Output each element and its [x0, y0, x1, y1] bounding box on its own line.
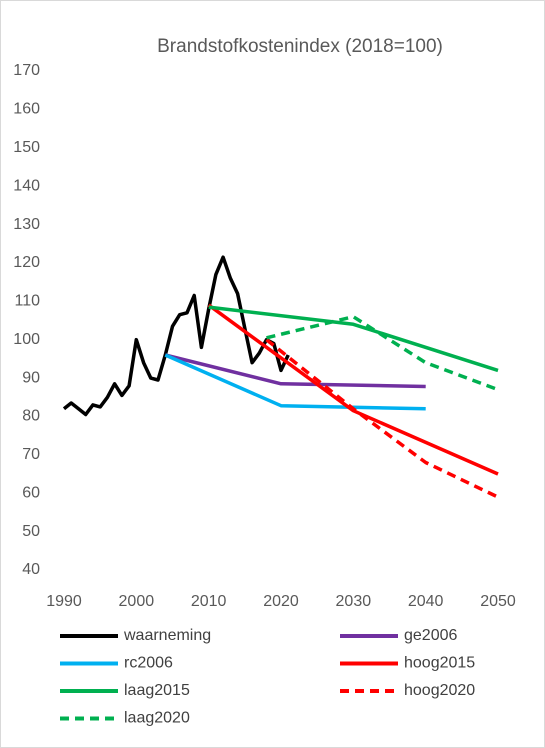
- y-tick-label: 150: [13, 139, 40, 156]
- y-tick-label: 170: [13, 62, 40, 79]
- y-tick-label: 160: [13, 101, 40, 118]
- x-tick-label: 2010: [191, 593, 227, 610]
- legend-label: rc2006: [124, 655, 173, 672]
- y-tick-label: 40: [22, 561, 40, 578]
- y-tick-label: 110: [14, 293, 40, 310]
- legend-label: laag2015: [124, 682, 190, 699]
- x-tick-label: 1990: [46, 593, 82, 610]
- series-line: [266, 314, 499, 392]
- y-tick-label: 70: [22, 446, 40, 463]
- series-line: [164, 353, 426, 389]
- series-line: [164, 353, 426, 411]
- y-tick-label: 100: [13, 331, 40, 348]
- chart-title: Brandstofkostenindex (2018=100): [157, 36, 443, 57]
- legend-label: laag2020: [124, 710, 190, 727]
- legend-label: waarneming: [123, 627, 211, 644]
- x-tick-label: 2040: [408, 593, 444, 610]
- series-line: [62, 255, 290, 417]
- y-tick-label: 130: [13, 216, 40, 233]
- y-tick-label: 140: [13, 177, 40, 194]
- legend-label: hoog2015: [404, 655, 475, 672]
- series-line: [265, 338, 499, 499]
- x-tick-label: 2050: [480, 593, 516, 610]
- series-line: [208, 305, 499, 373]
- x-tick-label: 2020: [263, 593, 299, 610]
- x-tick-label: 2030: [336, 593, 372, 610]
- y-tick-label: 120: [13, 254, 40, 271]
- legend-label: hoog2020: [404, 682, 475, 699]
- y-tick-label: 50: [22, 523, 40, 540]
- legend-label: ge2006: [404, 627, 457, 644]
- y-tick-label: 80: [22, 408, 40, 425]
- y-tick-label: 90: [22, 369, 40, 386]
- x-tick-label: 2000: [119, 593, 155, 610]
- y-tick-label: 60: [22, 484, 40, 501]
